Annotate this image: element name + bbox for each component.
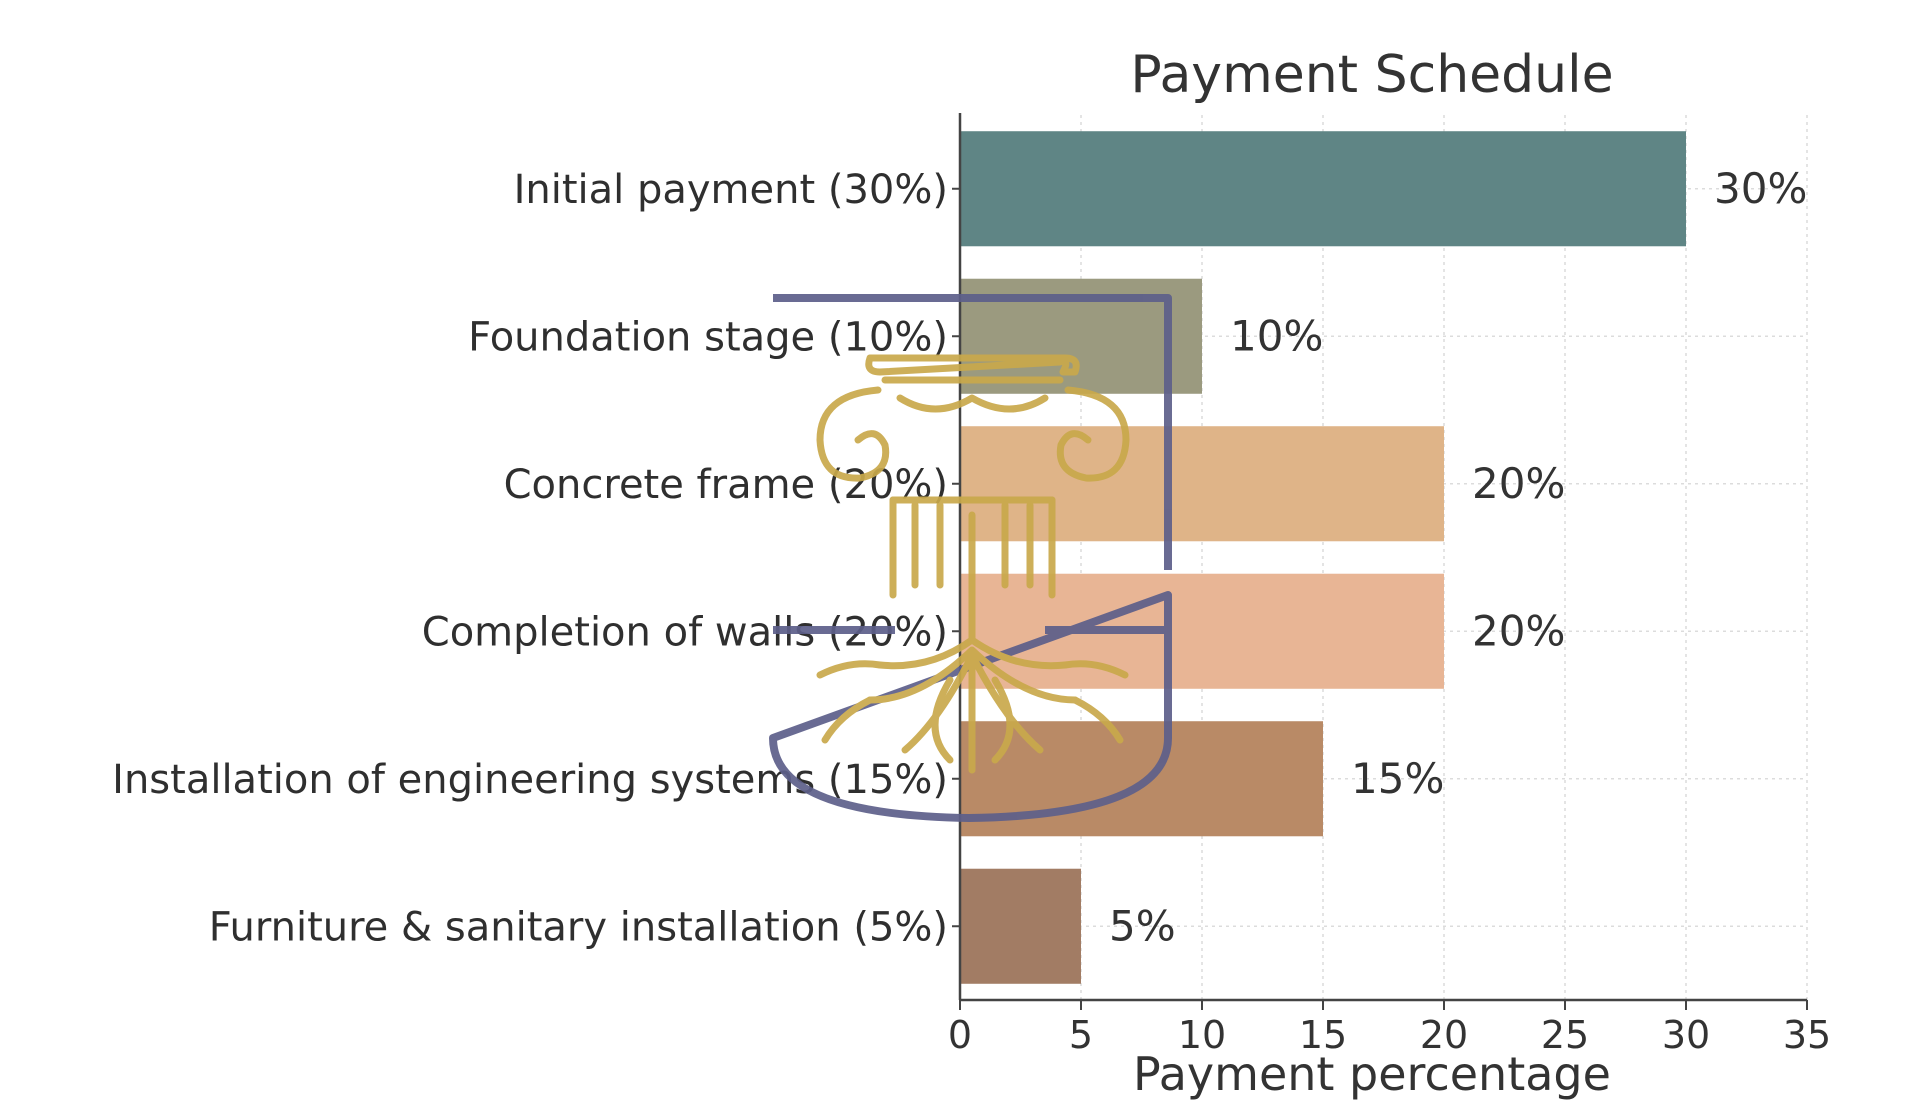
labels-layer: Initial payment (30%) 30% Foundation stage… [112,164,1807,951]
x-tick-label: 0 [948,1013,972,1057]
bar [960,573,1444,689]
x-tick-label: 10 [1178,1013,1226,1057]
bar [960,868,1081,984]
data-label: 20% [1472,606,1565,655]
data-label: 20% [1472,459,1565,508]
x-tick-label: 5 [1069,1013,1093,1057]
watermark-logo [769,294,1172,822]
x-axis-title: Payment percentage [1133,1047,1611,1101]
column-with-roots-emblem [816,354,1130,774]
x-tick-label: 30 [1662,1013,1710,1057]
bar [960,426,1444,542]
shield-outline-icon [769,294,1172,822]
x-tick-label: 25 [1541,1013,1589,1057]
category-label: Initial payment (30%) [514,167,948,213]
data-label: 30% [1714,164,1807,213]
category-label: Foundation stage (10%) [468,314,948,360]
data-label: 5% [1109,901,1176,950]
x-tick-label: 35 [1783,1013,1831,1057]
category-label: Installation of engineering systems (15%… [112,757,948,803]
chart-title: Payment Schedule [1130,45,1613,105]
ticks-layer: 0 5 10 15 20 25 30 35 [948,187,1831,1057]
x-tick-label: 20 [1420,1013,1468,1057]
data-label: 15% [1351,754,1444,803]
grid-layer [959,115,1808,1000]
x-tick-label: 15 [1299,1013,1347,1057]
data-label: 10% [1230,311,1323,360]
bar [960,131,1686,247]
axes-layer [958,113,1807,1002]
category-label: Furniture & sanitary installation (5%) [209,904,948,950]
